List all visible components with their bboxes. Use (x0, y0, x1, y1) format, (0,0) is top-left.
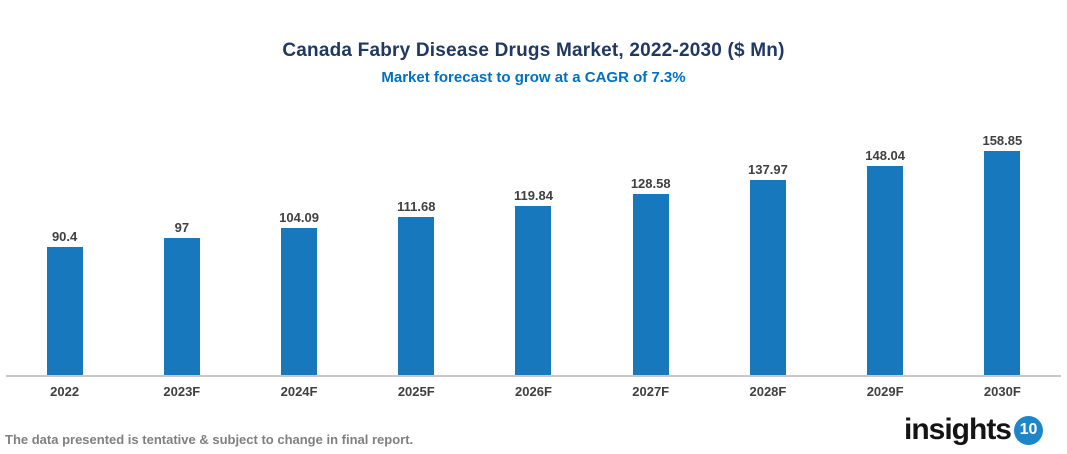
logo-badge-10: 10 (1014, 415, 1043, 445)
x-axis-label: 2025F (397, 384, 435, 399)
x-axis-label: 2030F (983, 384, 1021, 399)
bar-column-2023F: 97 (123, 121, 240, 375)
bar-value-label: 111.68 (397, 199, 436, 215)
insights10-logo: insights 10 (904, 415, 1043, 445)
bar-value-label: 128.58 (630, 175, 671, 191)
bar (281, 228, 318, 375)
bar-column-2029F: 148.04 (827, 121, 944, 375)
bar-value-label: 97 (174, 220, 190, 236)
bar-value-label: 90.4 (51, 229, 78, 245)
x-axis-label: 2027F (632, 384, 670, 399)
bar (515, 205, 552, 375)
bar-chart: 90.4 97 104.09 111.68 119.84 128.58 137.97 148.… (6, 121, 1061, 399)
bar-column-2026F: 119.84 (475, 121, 592, 375)
bar-column-2022: 90.4 (6, 121, 123, 375)
chart-title: Canada Fabry Disease Drugs Market, 2022-… (282, 40, 785, 61)
bar-column-2027F: 128.58 (592, 121, 709, 375)
bar-column-2028F: 137.97 (709, 121, 826, 375)
x-axis-label: 2022 (50, 384, 80, 399)
bar (984, 150, 1021, 375)
x-axis-label: 2029F (866, 384, 904, 399)
bar (163, 238, 200, 375)
disclaimer-text: The data presented is tentative & subjec… (5, 432, 414, 447)
bar-column-2025F: 111.68 (358, 121, 475, 375)
bar (46, 247, 83, 375)
bar-column-2024F: 104.09 (240, 121, 357, 375)
bar (632, 193, 669, 375)
logo-wordmark: insights (903, 413, 1012, 446)
chart-subtitle: Market forecast to grow at a CAGR of 7.3… (381, 69, 686, 86)
plot-area: 90.4 97 104.09 111.68 119.84 128.58 137.97 148.… (6, 121, 1061, 375)
bar-value-label: 119.84 (513, 187, 553, 203)
x-axis-label: 2026F (515, 384, 552, 399)
bar-column-2030F: 158.85 (944, 121, 1061, 375)
x-axis-label: 2028F (749, 384, 787, 399)
bar-value-label: 158.85 (982, 132, 1023, 148)
x-axis: 2022 2023F 2024F 2025F 2026F 2027F 2028F 2029F 2… (6, 375, 1061, 399)
x-axis-label: 2024F (280, 384, 318, 399)
bar-value-label: 137.97 (748, 162, 788, 178)
x-axis-label: 2023F (163, 384, 201, 399)
bar (867, 166, 904, 375)
bar-value-label: 104.09 (279, 210, 319, 226)
bar-value-label: 148.04 (865, 148, 906, 164)
bar (398, 217, 435, 375)
bar (749, 180, 786, 375)
chart-header: Canada Fabry Disease Drugs Market, 2022-… (0, 0, 1067, 86)
